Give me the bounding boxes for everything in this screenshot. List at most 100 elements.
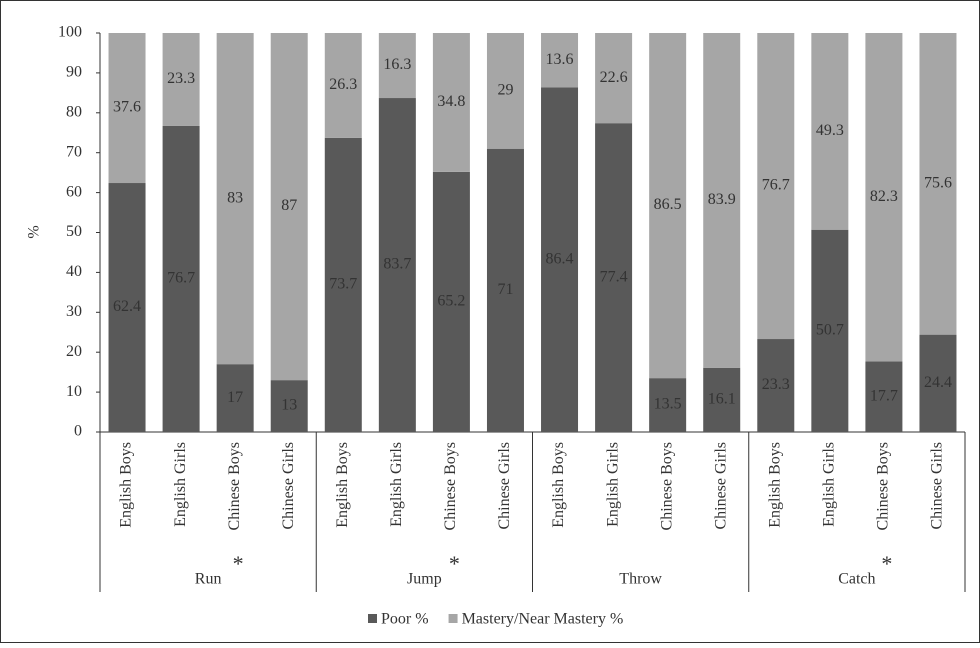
value-label: 17 [227, 389, 243, 406]
legend-swatch [368, 614, 377, 623]
value-label: 23.3 [762, 376, 790, 393]
bar-segment [216, 33, 254, 365]
x-tick-label: Chinese Girls [280, 442, 297, 530]
y-tick-label: 30 [66, 303, 82, 320]
bar-segment [541, 33, 579, 88]
y-tick-label: 90 [66, 64, 82, 81]
bar-segment [324, 33, 362, 138]
value-label: 76.7 [167, 270, 195, 287]
legend-label: Mastery/Near Mastery % [462, 611, 624, 628]
value-label: 83.7 [383, 256, 411, 273]
x-tick-label: English Boys [766, 442, 783, 528]
y-tick-label: 100 [58, 24, 82, 41]
x-tick-label: Chinese Boys [875, 442, 892, 530]
value-label: 50.7 [816, 322, 844, 339]
value-label: 13.6 [546, 51, 574, 68]
x-tick-label: English Girls [821, 442, 838, 527]
value-label: 16.3 [383, 56, 411, 73]
bar-segment [919, 33, 957, 335]
x-tick-label: English Girls [604, 442, 621, 527]
bar-segment [216, 364, 254, 432]
value-label: 83 [227, 189, 243, 206]
x-tick-label: Chinese Boys [658, 442, 675, 530]
value-label: 82.3 [870, 188, 898, 205]
value-label: 34.8 [437, 93, 465, 110]
y-tick-label: 20 [66, 343, 82, 360]
bar-segment [919, 334, 957, 432]
bar-segment [811, 33, 849, 230]
x-tick-label: English Girls [172, 442, 189, 527]
legend-label: Poor % [381, 611, 429, 628]
bar-segment [378, 98, 416, 433]
bar-segment [595, 123, 633, 432]
value-label: 22.6 [600, 69, 628, 86]
bar-segment [649, 378, 687, 432]
y-tick-label: 0 [74, 423, 82, 440]
bar-segment [324, 137, 362, 432]
bar-segment [811, 229, 849, 432]
x-tick-label: Chinese Girls [929, 442, 946, 530]
bar-segment [703, 33, 741, 368]
bar-segment [541, 87, 579, 432]
bar-segment [270, 33, 308, 381]
bar-segment [378, 33, 416, 99]
value-label: 77.4 [600, 268, 628, 285]
bar-segment [486, 148, 524, 432]
y-tick-label: 80 [66, 103, 82, 120]
group-label: Run [195, 571, 222, 588]
bar-segment [270, 380, 308, 432]
group-label: Catch [838, 571, 875, 588]
bar-segment [162, 125, 200, 432]
value-label: 29 [497, 82, 513, 99]
value-label: 37.6 [113, 99, 141, 116]
value-label: 16.1 [708, 391, 736, 408]
y-tick-label: 60 [66, 183, 82, 200]
bar-segment [108, 183, 146, 432]
y-tick-label: 40 [66, 263, 82, 280]
value-label: 17.7 [870, 387, 898, 404]
value-label: 87 [281, 197, 297, 214]
y-tick-label: 50 [66, 223, 82, 240]
value-label: 76.7 [762, 177, 790, 194]
bar-segment [757, 33, 795, 340]
y-axis-label: % [26, 225, 43, 238]
value-label: 49.3 [816, 122, 844, 139]
value-label: 73.7 [329, 276, 357, 293]
value-label: 75.6 [924, 174, 952, 191]
annotation: * [881, 551, 892, 576]
value-label: 13 [281, 397, 297, 414]
x-tick-label: English Boys [334, 442, 351, 528]
bar-segment [432, 33, 470, 172]
y-tick-label: 10 [66, 383, 82, 400]
bar-segment [108, 33, 146, 184]
value-label: 24.4 [924, 374, 952, 391]
bar-segment [649, 33, 687, 379]
x-tick-label: Chinese Boys [226, 442, 243, 530]
bar-segment [703, 367, 741, 432]
bar-segment [865, 361, 903, 432]
x-tick-label: English Girls [388, 442, 405, 527]
value-label: 83.9 [708, 191, 736, 208]
value-label: 13.5 [654, 396, 682, 413]
value-label: 65.2 [437, 293, 465, 310]
x-tick-label: English Boys [550, 442, 567, 528]
annotation: * [449, 551, 460, 576]
value-label: 62.4 [113, 298, 141, 315]
value-label: 26.3 [329, 76, 357, 93]
bar-segment [162, 33, 200, 126]
value-label: 86.4 [546, 250, 574, 267]
bar-segment [757, 339, 795, 432]
value-label: 86.5 [654, 196, 682, 213]
bar-segment [865, 33, 903, 362]
x-tick-label: Chinese Boys [442, 442, 459, 530]
bar-segment [486, 33, 524, 149]
x-tick-label: English Boys [118, 442, 135, 528]
bar-segment [432, 171, 470, 433]
y-tick-label: 70 [66, 143, 82, 160]
bar-segment [595, 33, 633, 124]
x-tick-label: Chinese Girls [712, 442, 729, 530]
legend-swatch [448, 614, 458, 623]
annotation: * [233, 551, 244, 576]
